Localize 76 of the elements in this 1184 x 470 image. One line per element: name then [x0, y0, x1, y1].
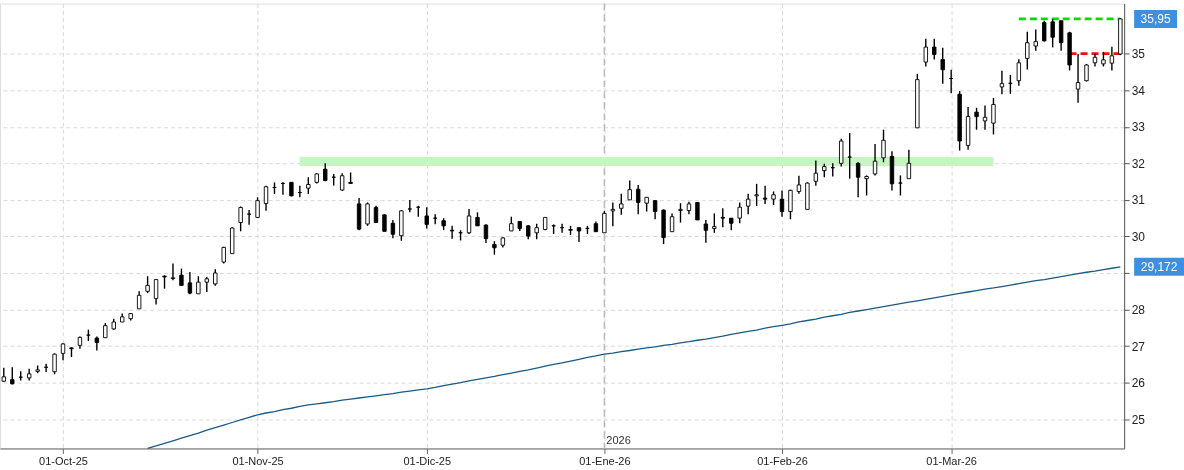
text: 29,172 [1140, 259, 1178, 274]
y-tick-label: 28 [1131, 303, 1146, 318]
candlestick [636, 184, 641, 215]
candlestick [864, 174, 869, 197]
x-tick-label: 01-Oct-25 [39, 454, 88, 467]
candlestick [407, 199, 413, 214]
candlestick [813, 159, 819, 187]
candlestick [847, 132, 852, 180]
candlestick [246, 209, 252, 226]
candlestick [872, 143, 878, 177]
candlestick [1016, 58, 1022, 87]
y-tick-label: 35 [1131, 47, 1146, 62]
candlestick [745, 192, 751, 215]
candlestick [720, 207, 725, 228]
candlestick [712, 212, 717, 234]
x-tick-label: 01-Dic-25 [403, 454, 452, 467]
x-tick-label: 01-Feb-26 [757, 454, 808, 467]
candlestick [762, 184, 768, 205]
candlestick [52, 352, 57, 375]
candlestick [839, 138, 844, 168]
candlestick [923, 37, 928, 68]
candlestick [627, 179, 632, 201]
text: 35,95 [1140, 11, 1171, 26]
candlestick [999, 70, 1005, 95]
candlestick [754, 183, 759, 207]
candlestick [737, 201, 742, 224]
candlestick [204, 276, 210, 293]
y-tick-label: 34 [1131, 83, 1146, 98]
y-tick-label: 31 [1131, 193, 1146, 208]
y-tick-label: 26 [1131, 376, 1146, 391]
candlestick [365, 201, 370, 227]
candlestick [678, 202, 683, 224]
candlestick [466, 208, 472, 235]
x-tick-label: 01-Nov-25 [232, 454, 284, 467]
candlestick [1025, 31, 1030, 71]
candlestick [576, 226, 582, 243]
candlestick [238, 205, 243, 233]
candlestick [855, 161, 861, 199]
y-tick-label: 32 [1131, 156, 1146, 171]
line-series [146, 266, 1121, 450]
candlestick [424, 206, 429, 230]
candlestick [932, 37, 937, 61]
y-tick-label: 25 [1131, 412, 1146, 427]
y-tick-label: 33 [1131, 120, 1146, 135]
candlestick [483, 223, 489, 244]
candlestick [1042, 20, 1047, 43]
candlestick [898, 174, 903, 197]
x-tick-label: 01-Mar-26 [926, 454, 977, 467]
candlestick [1050, 18, 1055, 49]
candlestick [779, 189, 785, 218]
candlestick [1075, 53, 1081, 104]
candlestick [263, 184, 269, 212]
x-tick-label: 01-Ene-26 [579, 454, 631, 467]
candlestick [652, 199, 658, 220]
candlestick [788, 188, 793, 220]
candlestick [906, 149, 912, 180]
candlestick [974, 107, 979, 131]
candlestick [153, 278, 159, 306]
candlestick [170, 262, 176, 281]
y-tick-label: 27 [1131, 339, 1146, 354]
candlestick [449, 225, 455, 240]
candlestick [1058, 20, 1064, 52]
candlestick [881, 129, 886, 163]
candlestick [619, 192, 624, 216]
candlestick [602, 210, 607, 234]
candlestick [1033, 28, 1038, 52]
candlestick [991, 97, 996, 136]
y-tick-label: 30 [1131, 229, 1146, 244]
candlestick [1109, 46, 1115, 72]
candlestick [669, 212, 675, 233]
annotation: 2026 [606, 434, 631, 447]
candlestick [982, 104, 988, 131]
candlestick [610, 201, 616, 227]
candlestick [703, 219, 709, 244]
candlestick [940, 47, 945, 85]
candlestick [390, 219, 396, 239]
